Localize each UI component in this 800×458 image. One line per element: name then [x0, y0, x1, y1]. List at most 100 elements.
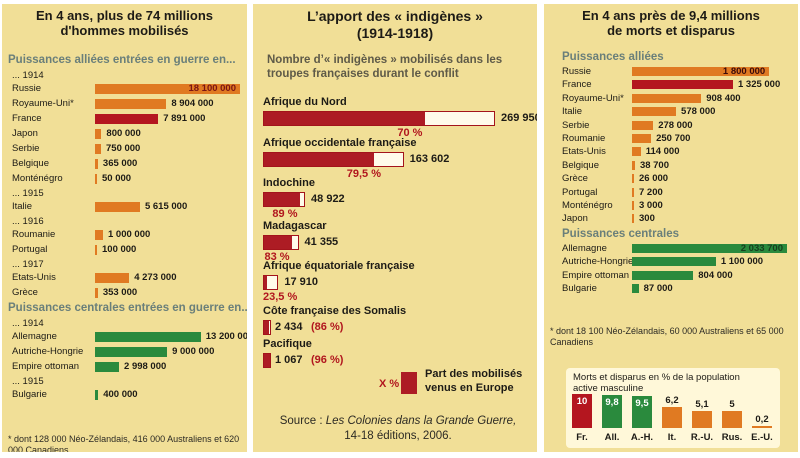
year-label: ... 1916	[12, 216, 44, 227]
value-royaume-uni: 8 904 000	[171, 98, 214, 109]
bar-grece	[95, 288, 98, 298]
inset-bar-r-u	[692, 410, 712, 428]
title-line-1: En 4 ans près de 9,4 millions	[582, 8, 760, 23]
inset-value-r-u: 5,1	[695, 398, 709, 410]
year-label: ... 1914	[12, 318, 44, 329]
inset-label-a-h: A.-H.	[630, 432, 654, 443]
country-label-allemagne: Allemagne	[562, 242, 607, 254]
country-label-autriche-hongrie: Autriche-Hongrie	[12, 346, 84, 357]
year-label: ... 1917	[12, 259, 44, 270]
bar-royaume-uni	[95, 99, 167, 109]
chart-subtitle: Nombre d’« indigènes » mobilisés dans le…	[267, 54, 503, 80]
title-line-2: de morts et disparus	[607, 23, 735, 38]
country-label-etats-unis: Etats-Unis	[562, 146, 606, 158]
value-belgique: 38 700	[639, 159, 669, 171]
value-afrique-occidentale-francaise: 163 602	[409, 153, 450, 165]
bar-afrique-equatoriale-francaise	[263, 275, 279, 290]
inset-pct-chart: Morts et disparus en % de la population …	[566, 368, 780, 448]
bar-france	[95, 114, 159, 124]
country-label-belgique: Belgique	[562, 159, 599, 171]
country-label-royaume-uni: Royaume-Uni*	[12, 98, 74, 109]
country-label-russie: Russie	[12, 83, 42, 94]
country-label-bulgarie: Bulgarie	[562, 283, 597, 294]
title-line-2: (1914-1918)	[356, 25, 434, 41]
legend-swatch	[401, 372, 417, 394]
country-label-montenegro: Monténégro	[562, 200, 613, 211]
section-label: Puissances centrales	[562, 227, 679, 240]
bar-serbie	[632, 120, 654, 130]
bar-italie	[95, 202, 140, 212]
inset-title-line-2: active masculine	[573, 383, 644, 394]
inset-label-e-u: E.-U.	[751, 432, 773, 443]
value-empire-ottoman: 804 000	[698, 269, 733, 281]
bar-roumanie	[95, 230, 103, 240]
value-indochine: 48 922	[311, 193, 345, 205]
value-russie: 1 800 000	[722, 66, 766, 77]
country-label-grece: Grèce	[12, 287, 38, 298]
inset-value-a-h: 9,5	[635, 397, 649, 409]
value-japon: 300	[639, 213, 655, 225]
bar-portugal	[95, 245, 97, 255]
value-japon: 800 000	[106, 128, 141, 139]
inset-bar-e-u	[752, 426, 772, 428]
category-label-afrique-du-nord: Afrique du Nord	[263, 96, 347, 108]
value-italie: 5 615 000	[144, 201, 188, 212]
bar-indochine	[263, 192, 306, 207]
country-label-montenegro: Monténégro	[12, 173, 63, 184]
inset-bar-a-h	[632, 395, 652, 428]
bar-autriche-hongrie	[632, 257, 716, 267]
pct-cote-francaise-des-somalis: (86 %)	[311, 321, 344, 333]
bar-belgique	[95, 159, 98, 169]
bar-afrique-occidentale-francaise	[263, 152, 404, 167]
category-label-cote-francaise-des-somalis: Côte française des Somalis	[263, 305, 407, 317]
title-line-1: En 4 ans, plus de 74 millions	[36, 8, 213, 23]
value-grece: 26 000	[639, 173, 669, 185]
legend-symbol: X %	[379, 378, 400, 390]
bar-fill-indochine	[264, 193, 300, 206]
inset-label-fr: Fr.	[576, 432, 588, 443]
bar-serbie	[95, 144, 101, 154]
inset-label-it: It.	[667, 432, 677, 443]
year-label: ... 1915	[12, 188, 44, 199]
bar-etats-unis	[632, 147, 641, 157]
title-line-1: L’apport des « indigènes »	[307, 8, 483, 24]
value-roumanie: 1 000 000	[108, 229, 151, 240]
inset-value-fr: 10	[576, 396, 588, 407]
value-cote-francaise-des-somalis: 2 434	[275, 321, 303, 333]
value-bulgarie: 87 000	[643, 283, 673, 294]
pct-pacifique: (96 %)	[311, 354, 344, 366]
country-label-france: France	[12, 113, 42, 124]
section-label: Puissances alliées entrées en guerre en.…	[8, 54, 236, 66]
value-russie: 18 100 000	[188, 83, 236, 94]
bar-bulgarie	[95, 390, 99, 400]
panel-title: En 4 ans, plus de 74 millions d'hommes m…	[2, 8, 247, 41]
bar-allemagne	[95, 332, 201, 342]
bar-montenegro	[632, 201, 634, 210]
inset-title: Morts et disparus en % de la population …	[573, 372, 740, 394]
country-label-italie: Italie	[12, 201, 33, 212]
country-label-roumanie: Roumanie	[12, 229, 56, 240]
bar-fill-afrique-du-nord	[264, 112, 425, 125]
value-pacifique: 1 067	[275, 354, 303, 366]
inset-bar-rus	[722, 411, 742, 428]
bar-fill-cote-francaise-des-somalis	[264, 321, 270, 334]
bar-grece	[632, 174, 634, 184]
value-etats-unis: 4 273 000	[134, 272, 177, 283]
bar-etats-unis	[95, 273, 130, 283]
inset-bar-it	[662, 406, 682, 428]
inset-label-r-u: R.-U.	[690, 432, 714, 443]
bar-montenegro	[95, 174, 97, 184]
section-label: Puissances alliées	[562, 51, 664, 63]
value-montenegro: 50 000	[102, 173, 132, 184]
value-afrique-equatoriale-francaise: 17 910	[284, 276, 319, 288]
source-note: Source : Les Colonies dans la Grande Gue…	[273, 414, 523, 444]
bar-empire-ottoman	[632, 270, 694, 280]
inset-label-rus: Rus.	[721, 432, 743, 443]
value-empire-ottoman: 2 998 000	[124, 361, 167, 372]
value-serbie: 750 000	[106, 143, 141, 154]
panel-title: En 4 ans près de 9,4 millions de morts e…	[544, 8, 798, 41]
value-autriche-hongrie: 9 000 000	[172, 346, 215, 357]
country-label-portugal: Portugal	[562, 186, 598, 198]
pct-afrique-du-nord: 70 %	[397, 127, 423, 139]
panel-indigenes: L’apport des « indigènes » (1914-1918) N…	[253, 4, 537, 452]
